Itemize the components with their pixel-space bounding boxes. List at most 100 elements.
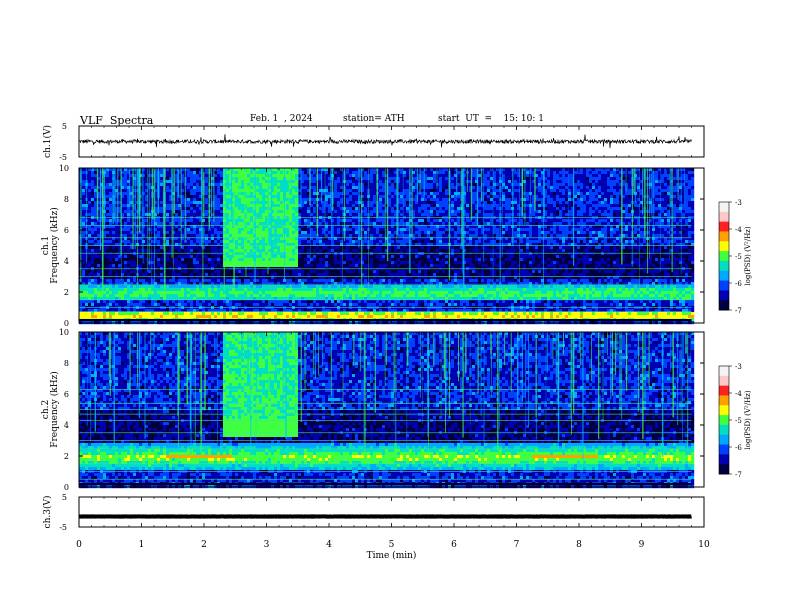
spectrogram-cell	[262, 300, 266, 304]
spectrogram-cell	[187, 297, 191, 301]
spectrogram-cell	[325, 201, 329, 205]
spectrogram-cell	[268, 291, 272, 295]
spectrogram-cell	[229, 171, 233, 175]
spectrogram-cell	[166, 168, 170, 172]
spectrogram-cell	[217, 201, 221, 205]
spectrogram-cell	[289, 294, 293, 298]
spectrogram-cell	[148, 222, 152, 226]
spectrogram-cell	[319, 222, 323, 226]
spectrogram-cell	[352, 243, 356, 247]
spectrogram-cell	[355, 315, 359, 319]
spectrogram-cell	[91, 273, 95, 277]
spectrogram-cell	[226, 174, 230, 178]
spectrogram-cell	[97, 195, 101, 199]
spectrogram-cell	[352, 195, 356, 199]
spectrogram-cell	[274, 237, 278, 241]
spectrogram-cell	[148, 219, 152, 223]
spectrogram-cell	[88, 255, 92, 259]
spectrogram-cell	[100, 258, 104, 262]
spectrogram-cell	[127, 210, 131, 214]
spectrogram-cell	[91, 294, 95, 298]
spectrogram-cell	[280, 201, 284, 205]
spectrogram-cell	[142, 237, 146, 241]
spectrogram-cell	[334, 228, 338, 232]
spectrogram-cell	[319, 285, 323, 289]
spectrogram-cell	[277, 237, 281, 241]
spectrogram-cell	[235, 171, 239, 175]
spectrogram-cell	[262, 291, 266, 295]
spectrogram-cell	[301, 249, 305, 253]
spectrogram-cell	[130, 171, 134, 175]
spectrogram-cell	[220, 261, 224, 265]
spectrogram-cell	[325, 171, 329, 175]
spectrogram-cell	[109, 264, 113, 268]
spectrogram-cell	[97, 279, 101, 283]
spectrogram-cell	[121, 225, 125, 229]
spectrogram-cell	[214, 297, 218, 301]
spectrogram-cell	[220, 276, 224, 280]
spectrogram-cell	[217, 309, 221, 313]
spectrogram-cell	[358, 264, 362, 268]
spectrogram-cell	[85, 279, 89, 283]
spectrogram-cell	[346, 237, 350, 241]
spectrogram-cell	[295, 294, 299, 298]
spectrogram-cell	[208, 264, 212, 268]
spectrogram-cell	[220, 303, 224, 307]
spectrogram-cell	[178, 300, 182, 304]
spectrogram-cell	[331, 288, 335, 292]
spectrogram-cell	[328, 192, 332, 196]
spectrogram-cell	[88, 270, 92, 274]
spectrogram-cell	[322, 249, 326, 253]
spectrogram-cell	[190, 174, 194, 178]
spectrogram-cell	[325, 219, 329, 223]
spectrogram-cell	[247, 261, 251, 265]
spectrogram-cell	[166, 234, 170, 238]
spectrogram-cell	[139, 273, 143, 277]
spectrogram-cell	[292, 204, 296, 208]
spectrogram-cell	[202, 297, 206, 301]
spectrogram-cell	[301, 300, 305, 304]
spectrogram-cell	[301, 255, 305, 259]
spectrogram-cell	[220, 273, 224, 277]
spectrogram-cell	[151, 291, 155, 295]
spectrogram-cell	[319, 276, 323, 280]
spectrogram-cell	[340, 255, 344, 259]
spectrogram-cell	[208, 258, 212, 262]
spectrogram-cell	[277, 279, 281, 283]
spectrogram-cell	[226, 192, 230, 196]
spectrogram-cell	[112, 294, 116, 298]
spectrogram-cell	[292, 300, 296, 304]
spectrogram-cell	[109, 204, 113, 208]
spectrogram-cell	[343, 315, 347, 319]
spectrogram-cell	[322, 219, 326, 223]
spectrogram-cell	[250, 186, 254, 190]
spectrogram-cell	[325, 273, 329, 277]
spectrogram-cell	[106, 309, 110, 313]
spectrogram-cell	[331, 279, 335, 283]
spectrogram-cell	[175, 315, 179, 319]
spectrogram-cell	[112, 297, 116, 301]
spectrogram-cell	[145, 291, 149, 295]
spectrogram-cell	[307, 291, 311, 295]
spectrogram-cell	[157, 234, 161, 238]
spectrogram-cell	[196, 177, 200, 181]
spectrogram-cell	[313, 213, 317, 217]
spectrogram-cell	[190, 219, 194, 223]
spectrogram-cell	[94, 285, 98, 289]
spectrogram-cell	[277, 207, 281, 211]
spectrogram-cell	[97, 210, 101, 214]
spectrogram-cell	[121, 300, 125, 304]
spectrogram-cell	[349, 249, 353, 253]
spectrogram-cell	[97, 234, 101, 238]
spectrogram-cell	[244, 315, 248, 319]
spectrogram-cell	[100, 207, 104, 211]
spectrogram-cell	[118, 204, 122, 208]
spectrogram-cell	[292, 210, 296, 214]
spectrogram-cell	[178, 183, 182, 187]
spectrogram-cell	[340, 195, 344, 199]
spectrogram-cell	[82, 198, 86, 202]
spectrogram-cell	[124, 213, 128, 217]
spectrogram-cell	[280, 207, 284, 211]
spectrogram-cell	[193, 228, 197, 232]
spectrogram-cell	[301, 270, 305, 274]
